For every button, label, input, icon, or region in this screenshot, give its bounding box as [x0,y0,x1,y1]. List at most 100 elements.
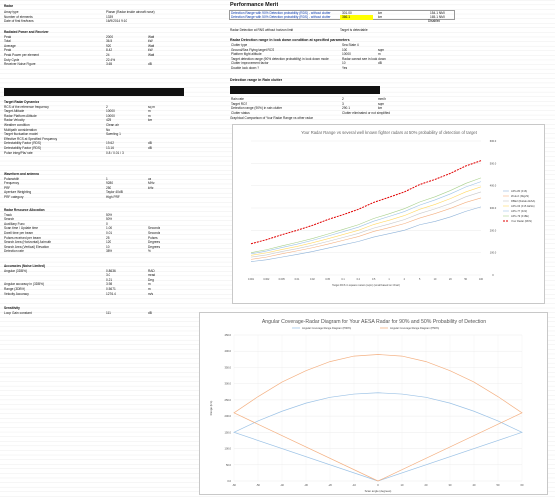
y-tick: 200.0 [225,414,232,418]
param-value: 0 [106,221,108,226]
param-label: Pulse integ/Pfa/ rate [4,150,33,155]
param-label: Peak [4,34,12,39]
y-axis-label: Range (km) [209,401,213,416]
param-unit: % [148,249,151,254]
lookdown-value: Sea State 4 [342,43,359,47]
legend-label: APG-77 (F22) [511,209,527,213]
param-label: Radar Velocity [4,118,25,123]
lookdown-label: Clutter improvement factor [231,61,269,66]
param-label: Target fluctuation model [4,132,38,137]
param-unit: m [148,113,151,118]
y-tick: 200.0 [490,228,497,232]
x-tick: 0.002 [263,278,270,281]
param-label: Peak Power per element [4,53,39,57]
y-tick: 400.0 [225,349,232,353]
param-value: 3.65 [106,62,113,67]
param-label: Effective RCS at Specified Frequency [4,136,58,141]
y-tick: 0 [492,273,494,277]
param-unit: Watt [148,53,155,57]
param-label: Detection rate [4,249,24,254]
param-label: PRF category [4,195,24,199]
param-value: 1 [106,176,108,181]
param-unit: Seconds [148,226,161,231]
legend-label: APG-80 (F16) [511,189,527,193]
param-unit: dB [148,146,152,150]
x-tick: 0.05 [325,278,330,281]
series-line [250,197,482,260]
param-value: 38% [106,249,113,254]
param-unit: m [148,109,151,114]
param-label: Search Area (Horizontal) Azimuth [4,240,52,245]
lookdown-unit: dB [378,61,382,66]
param-label: Search Area (Vertical) Elevation [4,244,50,249]
param-label: RCS of the reference frequency [4,104,49,109]
param-value: 1339 [106,14,114,19]
section-title: Radar Resource Allocation [4,208,45,212]
series-line [250,160,482,245]
param-unit: dB [148,141,152,146]
param-label: Radar Platform Altitude [4,113,37,118]
rain-unit: mm/h [378,97,386,101]
param-unit: kW [148,48,153,53]
x-tick: 0.001 [248,278,255,281]
y-tick: 300.0 [225,382,232,386]
section-title: Waveform and antenna [4,172,39,176]
chart-title: Angular Coverage-Radar Diagram for Your … [262,319,486,325]
y-tick: 600.0 [490,139,497,143]
x-tick: -10 [352,483,356,487]
x-tick: 40 [473,483,476,487]
param-value: 1276.4 [106,291,116,296]
rain-unit: km [378,106,383,111]
rain-value: 3 [342,101,344,106]
param-label: Range (3DB%) [4,287,26,291]
chart-title: Your Radar Range vs several well known f… [301,130,478,135]
param-label: Search [4,217,15,222]
param-unit: kHz [148,185,154,190]
x-tick: -30 [304,483,308,487]
param-value: 9280 [106,181,114,186]
param-label: Total [4,39,11,44]
param-label: Aperture Weighting [4,190,32,195]
param-label: Peak [4,48,12,53]
lookdown-label: Ground/Sea Flying target RCS [231,47,275,52]
lookdown-label: Clutter type [231,43,248,47]
highlight-cell [340,15,373,20]
lookdown-label: Target detection range (90% detection pr… [231,56,329,61]
x-tick: 0.01 [295,278,300,281]
param-label: Average [4,43,16,48]
black-header [230,86,380,94]
param-value: 3.98 [106,282,113,287]
perf-unit: km [378,15,383,20]
left-black-header [4,88,184,96]
param-value: 16/9/2014 9:10 [106,19,128,24]
y-tick: 500.0 [490,161,497,165]
param-label: Scan time / Update time [4,226,39,231]
lookdown-value: 10000 [342,52,351,57]
x-tick: 5 [419,278,421,281]
param-value: No [106,127,111,132]
param-label: Date of first fire/trans [4,19,34,24]
angular-coverage-svg: Angular Coverage-Radar Diagram for Your … [209,319,524,493]
rain-label: Detection range (90%) in rain clutter [231,106,283,111]
legend-label: APG-79 (F18E) [511,214,529,218]
param-value: 25 [106,235,110,240]
param-unit: Deg [148,277,154,282]
param-value: 0.01 [106,231,113,235]
param-label: Track [4,212,12,217]
lookdown-value: Yes [342,66,348,70]
y-tick: 50.0 [226,463,232,467]
param-value: Taylor 40dB [106,190,123,195]
x-tick: 0.5 [372,278,376,281]
lookdown-value: Radar cannot see in look down [342,56,386,61]
param-label: Detectability Factor (RDS) [4,141,42,146]
x-tick: -60 [232,483,236,487]
param-value: 111 [106,310,111,315]
x-tick: 1 [388,278,390,281]
param-label: Pulsewidth [4,176,20,181]
x-tick: 50 [497,483,500,487]
section-title: Accuracies (Noise Limited) [4,264,45,268]
param-label: Velocity Accuracy [4,291,29,296]
performance-title: Performance Merit [230,2,279,8]
param-unit: us [148,176,152,181]
